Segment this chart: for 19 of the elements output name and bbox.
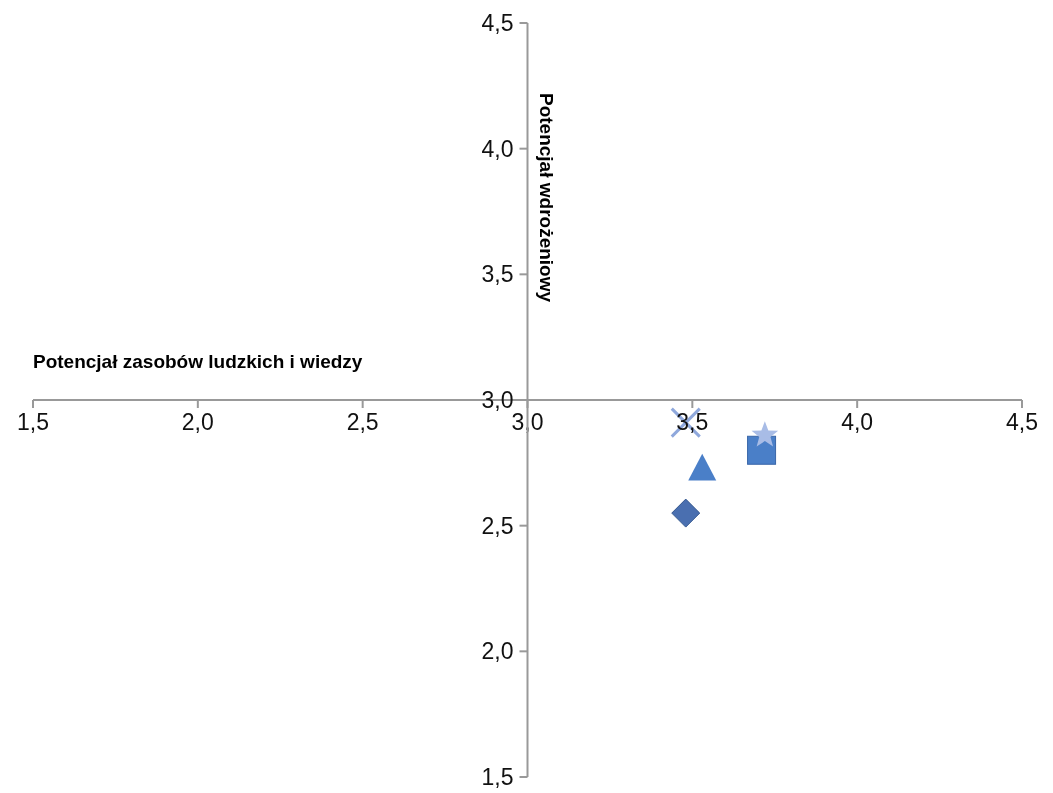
y-tick-label: 3,0 [481, 387, 514, 413]
y-tick-label: 2,0 [481, 638, 514, 665]
point [688, 453, 717, 481]
y-axis-title: Potencjał wdrożeniowy [536, 93, 558, 303]
x-tick-label: 4,5 [1006, 409, 1038, 435]
x-tick-label: 1,5 [17, 409, 49, 435]
x-tick-label: 3,0 [511, 409, 544, 435]
y-tick-label: 2,5 [481, 512, 514, 539]
y-tick-label: 4,5 [481, 10, 514, 36]
y-tick-label: 1,5 [481, 764, 514, 790]
x-tick-label: 4,0 [841, 409, 874, 435]
point [751, 421, 779, 447]
x-tick-label: 2,0 [181, 409, 214, 435]
y-tick-label: 4,0 [481, 135, 514, 162]
point [671, 498, 701, 528]
x-tick-label: 3,5 [676, 409, 709, 435]
x-axis-title: Potencjał zasobów ludzkich i wiedzy [33, 351, 363, 372]
x-tick-label: 2,5 [346, 409, 379, 435]
y-tick-label: 3,5 [481, 261, 514, 288]
